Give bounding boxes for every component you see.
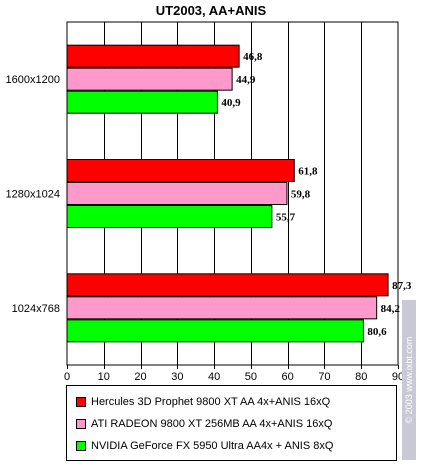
x-tick-label: 30	[171, 371, 183, 383]
legend-swatch-1	[76, 397, 86, 407]
bar	[66, 273, 389, 297]
bar	[66, 67, 233, 91]
legend-item-series-2: ATI RADEON 9800 XT 256MB AA 4x+ANIS 16xQ	[76, 414, 332, 434]
bar	[66, 296, 378, 320]
bar	[66, 44, 240, 68]
data-label: 61,8	[298, 166, 318, 178]
data-label: 46,8	[243, 51, 263, 63]
legend-item-series-1: Hercules 3D Prophet 9800 XT AA 4x+ANIS 1…	[76, 392, 330, 412]
x-tick-label: 40	[208, 371, 220, 383]
data-label: 87,3	[392, 280, 412, 292]
x-tick-label: 10	[98, 371, 110, 383]
data-label: 40,9	[221, 97, 241, 109]
category-labels: 1600x1200 1280x1024 1024x768	[6, 74, 60, 315]
bar	[66, 90, 218, 114]
data-label: 59,8	[291, 189, 311, 201]
legend-label-3: NVIDIA GeForce FX 5950 Ultra AA4x + ANIS…	[91, 440, 334, 452]
legend-swatch-2	[76, 419, 86, 429]
legend-item-series-3: NVIDIA GeForce FX 5950 Ultra AA4x + ANIS…	[76, 436, 333, 456]
x-tick-label: 20	[134, 371, 146, 383]
bar	[66, 319, 364, 343]
chart-title: UT2003, AA+ANIS	[155, 3, 267, 18]
bar	[66, 159, 295, 182]
x-axis: 0 10 20 30 40 50 60 70 80 90	[64, 365, 404, 383]
legend-label-1: Hercules 3D Prophet 9800 XT AA 4x+ANIS 1…	[91, 396, 331, 408]
category-label: 1600x1200	[6, 74, 60, 86]
x-tick-label: 50	[245, 371, 257, 383]
x-tick-label: 70	[318, 371, 330, 383]
legend: Hercules 3D Prophet 9800 XT AA 4x+ANIS 1…	[66, 385, 397, 461]
x-tick-label: 90	[392, 371, 404, 383]
data-label: 84,2	[381, 303, 401, 315]
bar-chart: 46,8 44,9 40,9 61,8 59,8 55,7 87,3 84,2 80,6 0 10…	[6, 21, 412, 383]
watermark: © 2003 www.ixbt.com	[402, 300, 416, 460]
category-label: 1280x1024	[6, 189, 60, 201]
legend-swatch-3	[76, 441, 86, 451]
bar	[66, 205, 273, 228]
bar	[66, 182, 288, 205]
data-label: 55,7	[276, 212, 296, 224]
watermark-text: © 2003 www.ixbt.com	[404, 336, 414, 424]
bars: 46,8 44,9 40,9 61,8 59,8 55,7 87,3 84,2 80,6	[66, 44, 412, 343]
category-label: 1024x768	[12, 303, 60, 315]
x-tick-label: 0	[64, 371, 70, 383]
data-label: 80,6	[367, 326, 387, 338]
x-tick-label: 60	[282, 371, 294, 383]
x-tick-label: 80	[355, 371, 367, 383]
data-label: 44,9	[236, 74, 256, 86]
legend-label-2: ATI RADEON 9800 XT 256MB AA 4x+ANIS 16xQ	[91, 418, 333, 430]
